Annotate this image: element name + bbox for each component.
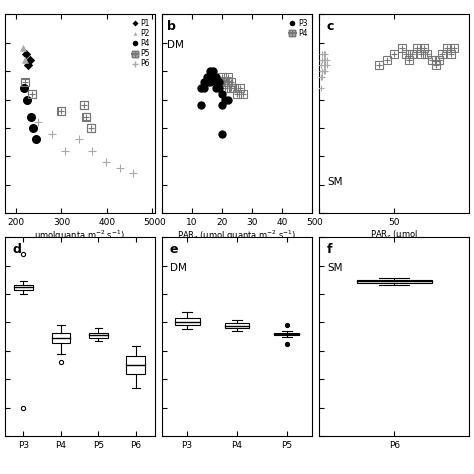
Legend: P3, P4: P3, P4 [289, 18, 308, 39]
Text: c: c [327, 20, 334, 33]
Point [206, 73, 214, 81]
Point [320, 50, 328, 58]
Point [320, 67, 328, 75]
Point [75, 136, 82, 143]
Point [61, 147, 69, 155]
Text: b: b [166, 20, 175, 33]
Point [322, 67, 329, 75]
Point [320, 62, 328, 69]
Point [34, 118, 42, 126]
Point [82, 113, 90, 120]
Point [197, 84, 205, 92]
Point [22, 50, 30, 58]
Point [102, 158, 110, 166]
Point [200, 84, 208, 92]
Point [319, 56, 326, 64]
Legend: P1, P2, P4, P5, P6: P1, P2, P4, P5, P6 [131, 18, 151, 69]
Point [116, 164, 123, 172]
Point [23, 96, 31, 103]
Point [319, 67, 326, 75]
Text: SM: SM [327, 177, 342, 187]
Point [27, 113, 35, 120]
Point [218, 130, 226, 137]
Point [32, 136, 40, 143]
Point [317, 62, 325, 69]
Point [319, 73, 326, 81]
Point [320, 56, 328, 64]
Point [29, 124, 37, 132]
Point [58, 107, 65, 115]
Point [322, 62, 329, 69]
Point [21, 79, 29, 86]
Point [209, 73, 217, 81]
Text: DM: DM [170, 263, 186, 273]
Point [322, 56, 329, 64]
Bar [225, 323, 249, 328]
Point [28, 90, 36, 98]
Bar [14, 284, 33, 290]
Point [21, 56, 29, 64]
Bar [274, 333, 300, 335]
Point [20, 84, 28, 92]
Point [224, 96, 232, 103]
Point [212, 79, 220, 86]
Point [218, 101, 226, 109]
Point [19, 45, 27, 52]
X-axis label: PAR$_z$ (μmol quanta m$^{-2}$ s$^{-1}$): PAR$_z$ (μmol quanta m$^{-2}$ s$^{-1}$) [177, 228, 297, 243]
Point [323, 56, 331, 64]
Point [221, 96, 229, 103]
Bar [174, 318, 200, 325]
Text: f: f [327, 243, 332, 256]
Point [212, 84, 220, 92]
Point [206, 79, 214, 86]
Point [218, 90, 226, 98]
Point [197, 101, 205, 109]
Bar [127, 356, 145, 374]
Point [215, 79, 223, 86]
Point [317, 84, 325, 92]
Point [200, 79, 208, 86]
Point [89, 147, 96, 155]
Text: d: d [12, 243, 21, 256]
Point [323, 62, 331, 69]
Point [203, 79, 211, 86]
Point [319, 50, 326, 58]
Point [129, 170, 137, 177]
Point [24, 62, 32, 69]
Point [87, 124, 95, 132]
Point [209, 67, 217, 75]
Point [212, 73, 220, 81]
Point [317, 73, 325, 81]
Point [215, 84, 223, 92]
Point [26, 56, 34, 64]
X-axis label: PAR$_z$ (μmol: PAR$_z$ (μmol [370, 228, 419, 241]
Bar [357, 280, 432, 283]
Text: SM: SM [327, 263, 342, 273]
Text: DM: DM [166, 40, 183, 50]
Text: e: e [170, 243, 178, 256]
Point [206, 67, 214, 75]
Point [48, 130, 55, 137]
Point [81, 101, 88, 109]
Point [322, 50, 329, 58]
Bar [52, 333, 70, 343]
Point [203, 73, 211, 81]
Bar [89, 333, 108, 338]
X-axis label: μmolquanta m$^{-2}$ s$^{-1}$): μmolquanta m$^{-2}$ s$^{-1}$) [34, 228, 125, 243]
